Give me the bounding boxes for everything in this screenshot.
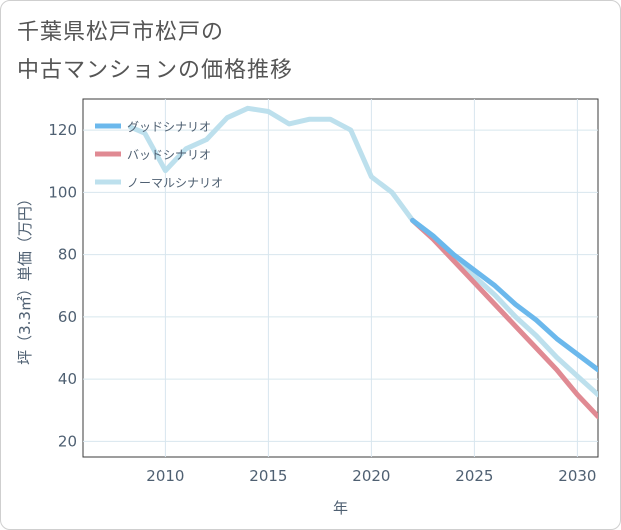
plot-area — [82, 98, 599, 458]
axis-ticks: 2010 2015 2020 2025 2030 20 40 60 80 100 120 — [48, 121, 596, 485]
chart-title-line-2: 中古マンションの価格推移 — [17, 58, 294, 83]
y-tick-label: 60 — [58, 308, 77, 326]
x-tick-label: 2015 — [249, 467, 287, 485]
x-tick-label: 2020 — [352, 467, 390, 485]
chart-title: 千葉県松戸市松戸の 中古マンションの価格推移 — [17, 14, 293, 90]
series-line-2 — [410, 217, 598, 373]
x-tick-label: 2010 — [146, 467, 184, 485]
chart-title-line-1: 千葉県松戸市松戸の — [17, 20, 225, 45]
legend-item[interactable]: ノーマルシナリオ — [95, 176, 223, 190]
y-tick-label: 40 — [58, 370, 77, 388]
legend-label: バッドシナリオ — [127, 148, 211, 162]
y-tick-label: 20 — [58, 432, 77, 450]
legend-label: グッドシナリオ — [127, 120, 211, 134]
legend-item[interactable]: バッドシナリオ — [95, 148, 211, 162]
legend-label: ノーマルシナリオ — [127, 176, 223, 190]
x-tick-label: 2025 — [455, 467, 493, 485]
x-tick-label: 2030 — [558, 467, 596, 485]
y-tick-label: 80 — [58, 246, 77, 264]
y-tick-label: 120 — [48, 121, 77, 139]
y-tick-label: 100 — [48, 183, 77, 201]
x-axis-label: 年 — [333, 499, 348, 517]
series-line-0 — [127, 105, 598, 398]
series-layer — [127, 105, 598, 419]
y-axis-label: 坪（3.3㎡）単価（万円） — [16, 191, 34, 365]
series-line-1 — [410, 217, 598, 419]
legend-item[interactable]: グッドシナリオ — [95, 120, 211, 134]
